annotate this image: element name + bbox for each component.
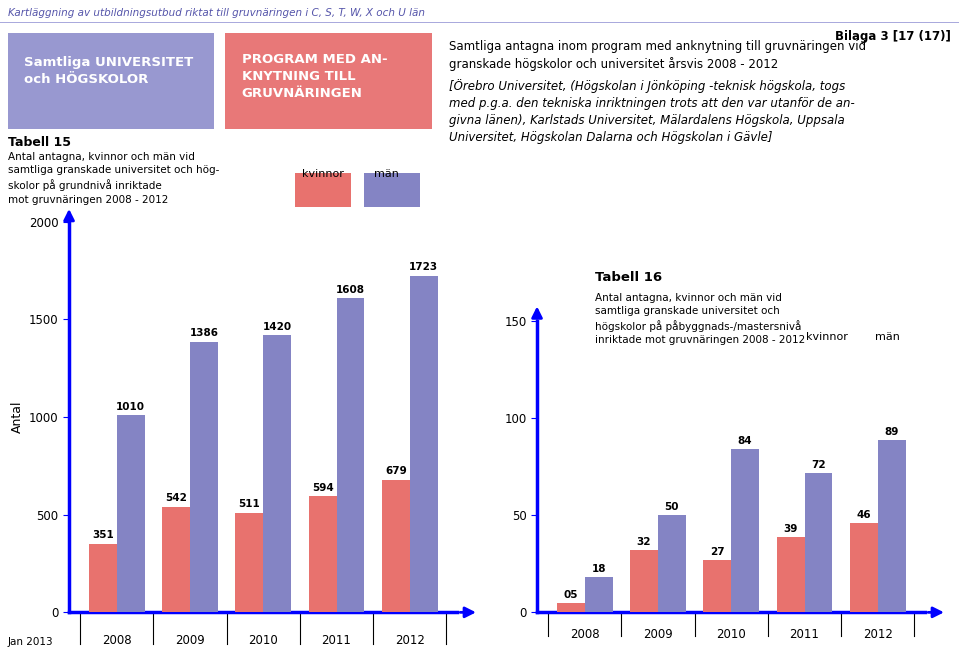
Text: 2011: 2011 (789, 628, 819, 641)
Y-axis label: Antal: Antal (11, 401, 23, 434)
Text: 2011: 2011 (321, 634, 351, 647)
Text: 511: 511 (239, 499, 260, 509)
Bar (731, 449, 760, 612)
Text: 39: 39 (784, 524, 798, 534)
Bar (309, 496, 337, 612)
Text: Samtliga antagna inom program med anknytning till gruvnäringen vid
granskade hög: Samtliga antagna inom program med anknyt… (449, 40, 866, 71)
Text: 2009: 2009 (643, 628, 673, 641)
Text: 542: 542 (165, 493, 187, 503)
Text: 2008: 2008 (102, 634, 131, 647)
Bar (877, 440, 905, 612)
Text: 2010: 2010 (716, 628, 746, 641)
Text: 84: 84 (737, 436, 753, 446)
Text: kvinnor: kvinnor (302, 169, 344, 179)
Text: PROGRAM MED AN-
KNYTNING TILL
GRUVNÄRINGEN: PROGRAM MED AN- KNYTNING TILL GRUVNÄRING… (242, 53, 387, 100)
Text: Antal antagna, kvinnor och män vid
samtliga granskade universitet och
högskolor : Antal antagna, kvinnor och män vid samtl… (595, 293, 805, 345)
Text: 27: 27 (710, 547, 725, 557)
Text: 351: 351 (92, 530, 113, 540)
Text: 1010: 1010 (116, 402, 145, 412)
Bar (409, 276, 437, 612)
Text: 2012: 2012 (395, 634, 425, 647)
Text: 1420: 1420 (263, 322, 292, 332)
Bar (382, 480, 409, 612)
Text: Jan 2013: Jan 2013 (8, 638, 54, 647)
Text: 679: 679 (385, 466, 407, 476)
Bar (337, 299, 364, 612)
Text: Tabell 15: Tabell 15 (8, 136, 71, 149)
Bar (777, 537, 805, 612)
Bar (805, 473, 832, 612)
Bar (162, 506, 190, 612)
Text: 594: 594 (312, 483, 334, 493)
Bar (263, 335, 292, 612)
Text: 1723: 1723 (409, 262, 438, 272)
Bar (850, 523, 877, 612)
Text: [Örebro Universitet, (Högskolan i Jönköping -teknisk högskola, togs
med p.g.a. d: [Örebro Universitet, (Högskolan i Jönköp… (449, 79, 854, 144)
Bar (703, 560, 732, 612)
Bar (235, 512, 263, 612)
Text: 50: 50 (665, 502, 679, 512)
Text: 2008: 2008 (570, 628, 599, 641)
Text: 46: 46 (856, 510, 871, 520)
Text: Kartläggning av utbildningsutbud riktat till gruvnäringen i C, S, T, W, X och U : Kartläggning av utbildningsutbud riktat … (8, 8, 425, 18)
Text: 89: 89 (884, 426, 899, 437)
Text: 2009: 2009 (175, 634, 205, 647)
Text: 2012: 2012 (863, 628, 893, 641)
Text: 32: 32 (637, 538, 651, 547)
Text: Antal antagna, kvinnor och män vid
samtliga granskade universitet och hög-
skolo: Antal antagna, kvinnor och män vid samtl… (8, 152, 219, 205)
Text: män: män (875, 332, 900, 342)
Bar (585, 577, 613, 612)
Text: kvinnor: kvinnor (806, 332, 848, 342)
Bar (190, 342, 218, 612)
Text: Samtliga UNIVERSITET
och HÖGSKOLOR: Samtliga UNIVERSITET och HÖGSKOLOR (24, 56, 194, 87)
Bar (117, 415, 145, 612)
Text: Tabell 16: Tabell 16 (595, 271, 662, 285)
Bar (658, 515, 686, 612)
Text: 05: 05 (564, 590, 578, 600)
Bar (557, 602, 585, 612)
Text: 72: 72 (811, 459, 826, 469)
Text: 2010: 2010 (248, 634, 278, 647)
Text: Bilaga 3 [17 (17)]: Bilaga 3 [17 (17)] (835, 30, 951, 43)
Bar (630, 550, 658, 612)
Bar (89, 544, 117, 612)
Text: 1386: 1386 (189, 328, 219, 338)
Text: 18: 18 (592, 565, 606, 575)
Text: män: män (374, 169, 399, 179)
Text: 1608: 1608 (336, 285, 365, 295)
